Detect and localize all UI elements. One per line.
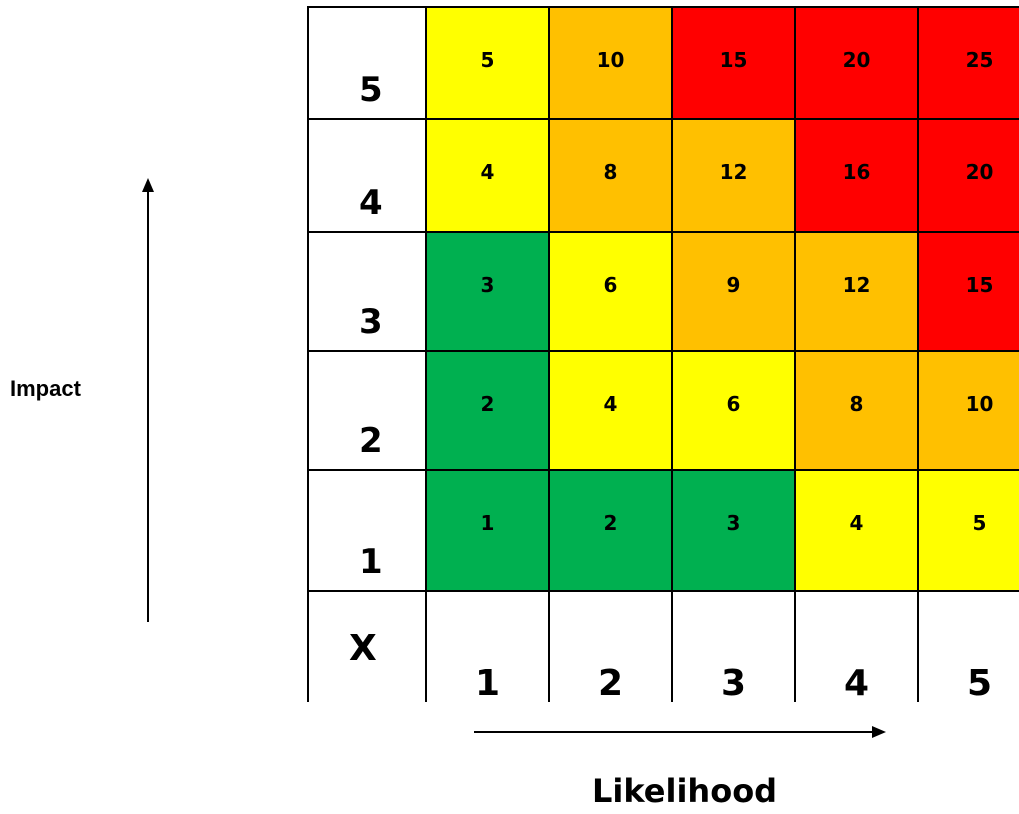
impact-arrow-shaft [147,192,149,622]
impact-row-label: 5 [359,70,383,110]
risk-score-cell: 5 [919,471,1019,590]
risk-score-cell: 2 [550,471,671,590]
risk-score-cell: 20 [796,8,917,118]
risk-score-value: 4 [480,160,495,184]
risk-score-value: 12 [719,160,748,184]
risk-matrix: 5 5 10 15 20 25 4 4 8 12 16 20 3 3 6 9 12 15 2 2 4 6 8 10 1 1 2 3 4 5… [307,6,1019,712]
risk-score-value: 12 [842,273,871,297]
impact-row-label: 4 [359,183,383,223]
risk-score-value: 4 [849,511,864,535]
risk-score-cell: 3 [673,471,794,590]
risk-score-cell: 2 [427,352,548,469]
risk-score-value: 4 [603,392,618,416]
likelihood-axis-title: Likelihood [592,772,778,810]
likelihood-column-label: 2 [597,663,624,704]
likelihood-column-label-cell: 2 [550,592,671,712]
risk-score-cell: 4 [796,471,917,590]
risk-score-value: 10 [965,392,994,416]
likelihood-column-label: 1 [474,663,501,704]
risk-score-cell: 10 [550,8,671,118]
corner-cell: X [309,592,425,712]
risk-score-cell: 5 [427,8,548,118]
impact-row-label-cell: 1 [309,471,425,590]
impact-row-label-cell: 3 [309,233,425,350]
risk-score-cell: 8 [796,352,917,469]
risk-score-value: 6 [603,273,618,297]
risk-score-cell: 12 [673,120,794,231]
risk-score-cell: 4 [427,120,548,231]
risk-score-value: 10 [596,48,625,72]
risk-score-value: 15 [719,48,748,72]
impact-axis-title: Impact [10,376,81,401]
impact-row-label: 2 [359,421,383,461]
impact-row-label-cell: 4 [309,120,425,231]
risk-score-cell: 16 [796,120,917,231]
risk-score-cell: 9 [673,233,794,350]
risk-score-cell: 6 [550,233,671,350]
risk-score-value: 2 [603,511,618,535]
likelihood-arrow-head-icon [872,726,886,738]
likelihood-arrow-shaft [474,731,874,733]
risk-score-value: 6 [726,392,741,416]
risk-score-cell: 15 [919,233,1019,350]
impact-row-label: 3 [359,302,383,342]
risk-score-cell: 12 [796,233,917,350]
risk-score-value: 1 [480,511,495,535]
risk-score-value: 3 [726,511,741,535]
corner-label: X [349,628,377,669]
risk-score-cell: 4 [550,352,671,469]
likelihood-column-label-cell: 5 [919,592,1019,712]
risk-score-value: 5 [972,511,987,535]
risk-score-value: 8 [603,160,618,184]
risk-score-value: 25 [965,48,994,72]
risk-score-cell: 6 [673,352,794,469]
risk-score-cell: 8 [550,120,671,231]
risk-score-value: 20 [965,160,994,184]
risk-score-value: 5 [480,48,495,72]
risk-score-cell: 3 [427,233,548,350]
risk-score-cell: 20 [919,120,1019,231]
risk-score-value: 9 [726,273,741,297]
likelihood-column-label: 5 [966,663,993,704]
risk-score-value: 8 [849,392,864,416]
risk-score-value: 15 [965,273,994,297]
likelihood-column-label: 3 [720,663,747,704]
risk-score-value: 16 [842,160,871,184]
risk-score-cell: 1 [427,471,548,590]
risk-score-cell: 25 [919,8,1019,118]
likelihood-column-label: 4 [843,663,870,704]
risk-score-value: 2 [480,392,495,416]
impact-row-label: 1 [359,542,383,582]
risk-score-value: 3 [480,273,495,297]
impact-arrow-head-icon [142,178,154,192]
risk-score-value: 20 [842,48,871,72]
impact-row-label-cell: 5 [309,8,425,118]
likelihood-column-label-cell: 1 [427,592,548,712]
impact-row-label-cell: 2 [309,352,425,469]
risk-score-cell: 10 [919,352,1019,469]
likelihood-column-label-cell: 3 [673,592,794,712]
likelihood-column-label-cell: 4 [796,592,917,712]
risk-score-cell: 15 [673,8,794,118]
